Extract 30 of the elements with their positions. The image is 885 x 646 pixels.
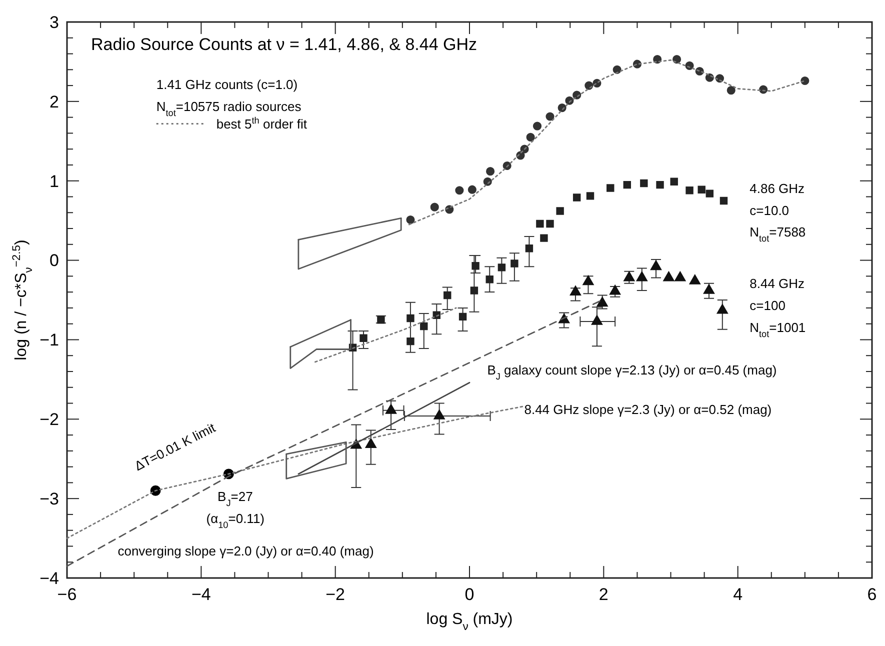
y-tick-label: 2 <box>50 92 59 112</box>
annotation: N$_{tot}$=1001 <box>750 320 806 339</box>
annotation: c=10.0 <box>750 203 790 218</box>
annotation: (α$_{10}$=0.11) <box>206 511 265 530</box>
annotation: 8.44 GHz slope γ=2.3 (Jy) or α=0.52 (mag) <box>524 402 772 418</box>
x-tick-label: 0 <box>464 585 474 604</box>
annotation: c=100 <box>750 298 786 314</box>
annotation: B$_{J}$ galaxy count slope γ=2.13 (Jy) or α=0.45 (mag) <box>487 362 777 382</box>
x-tick-label: 2 <box>598 585 608 604</box>
x-tick-label: 4 <box>733 585 743 604</box>
x-tick-label: 6 <box>867 585 877 604</box>
annotation: B$_{J}$=27 <box>218 488 253 508</box>
annotation: 1.41 GHz counts (c=1.0) <box>156 76 298 92</box>
x-axis-title: log S$_{ν}$ (mJy) <box>426 611 513 633</box>
x-tick-label: −4 <box>191 585 211 604</box>
annotation: converging slope γ=2.0 (Jy) or α=0.40 (mag) <box>118 543 374 558</box>
annotation: N$_{tot}$=7588 <box>750 224 806 244</box>
x-tick-label: −2 <box>326 585 346 604</box>
y-tick-label: 0 <box>50 251 59 270</box>
text: Radio Source Counts at ν = 1.41, 4.86, & 8.44 GHz <box>91 35 478 54</box>
annotation: 8.44 GHz <box>750 276 805 291</box>
legend-label: best 5$^{th}$ order fit <box>216 115 308 132</box>
y-tick-label: −2 <box>40 410 59 430</box>
y-tick-label: 3 <box>50 12 59 32</box>
x-tick-label: −6 <box>57 585 77 604</box>
annotation: 4.86 GHz <box>750 180 805 196</box>
y-tick-label: −4 <box>40 568 59 588</box>
y-tick-label: 1 <box>50 172 59 191</box>
y-tick-label: −3 <box>40 490 59 509</box>
y-tick-label: −1 <box>40 330 59 350</box>
